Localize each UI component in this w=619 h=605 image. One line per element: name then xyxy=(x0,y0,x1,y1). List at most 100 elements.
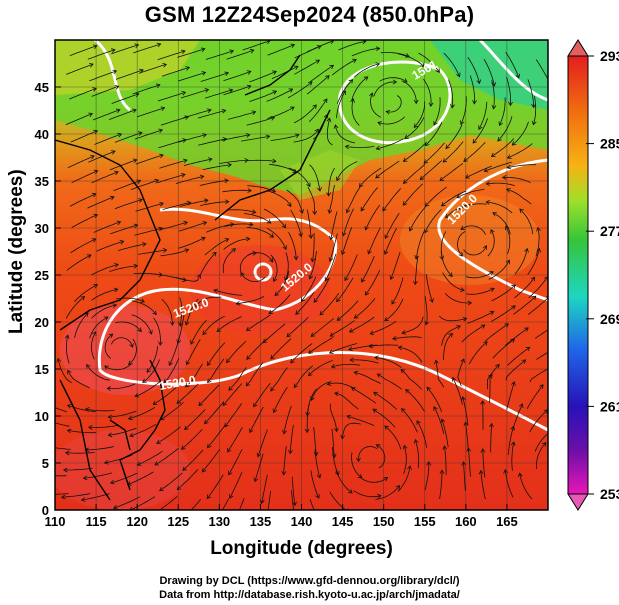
streamline xyxy=(190,319,207,345)
streamline xyxy=(308,360,333,376)
streamline xyxy=(307,40,334,53)
streamline-arrowhead xyxy=(287,202,292,208)
streamline-arrowhead xyxy=(498,121,503,127)
streamline-arrowhead xyxy=(549,430,553,434)
streamline-arrowhead xyxy=(138,198,143,203)
streamline-arrowhead xyxy=(289,106,295,111)
streamline xyxy=(113,496,141,509)
streamline-arrowhead xyxy=(224,422,229,428)
streamline-arrowhead xyxy=(350,98,355,103)
streamline xyxy=(405,389,425,412)
streamline xyxy=(69,193,97,207)
streamline xyxy=(425,122,443,146)
streamline xyxy=(377,116,405,125)
x-tick-label: 130 xyxy=(208,514,230,529)
streamline-arrowhead xyxy=(326,117,332,123)
x-tick-label: 150 xyxy=(373,514,395,529)
streamline xyxy=(330,211,338,240)
streamline xyxy=(506,188,532,205)
streamline-arrowhead xyxy=(154,461,160,466)
streamline xyxy=(330,320,355,337)
streamline-arrowhead xyxy=(413,123,419,128)
streamline-arrowhead xyxy=(156,439,161,444)
streamline xyxy=(114,132,143,143)
streamline xyxy=(351,98,360,126)
streamline xyxy=(328,184,335,214)
streamline-arrowhead xyxy=(429,298,434,303)
streamline-arrowhead xyxy=(476,79,482,85)
streamline xyxy=(413,101,426,128)
streamline-arrowhead xyxy=(270,386,275,392)
streamline xyxy=(311,232,315,262)
streamline-arrowhead xyxy=(392,79,398,85)
streamline xyxy=(309,64,334,83)
streamline-arrowhead xyxy=(185,360,191,366)
streamline-arrowhead xyxy=(198,401,203,407)
streamline xyxy=(74,312,89,338)
streamline xyxy=(216,316,242,332)
y-axis-label: Latitude (degrees) xyxy=(6,169,27,334)
streamline-arrowhead xyxy=(115,108,121,114)
streamline xyxy=(161,67,190,77)
streamline xyxy=(246,227,274,238)
streamline-arrowhead xyxy=(329,235,334,241)
streamline xyxy=(110,337,133,348)
streamline-arrowhead xyxy=(364,290,370,296)
streamline-arrowhead xyxy=(64,450,70,456)
streamline xyxy=(267,190,292,207)
streamline-arrowhead xyxy=(66,428,72,434)
streamline-arrowhead xyxy=(442,445,448,450)
streamline xyxy=(397,465,411,492)
streamline-arrowhead xyxy=(506,164,512,170)
streamline xyxy=(448,79,454,108)
streamline xyxy=(135,381,161,397)
streamline-arrowhead xyxy=(460,287,465,292)
streamline-arrowhead xyxy=(256,452,262,458)
streamline-arrowhead xyxy=(519,208,524,214)
streamline-arrowhead xyxy=(464,174,470,179)
streamline-arrowhead xyxy=(413,438,419,444)
streamline-arrowhead xyxy=(445,213,450,219)
streamline-arrowhead xyxy=(369,92,374,98)
streamline-arrowhead xyxy=(323,98,328,104)
streamline-arrowhead xyxy=(368,343,373,349)
streamline-arrowhead xyxy=(350,387,356,392)
colorbar-tick-label: 261 xyxy=(600,398,619,414)
streamline xyxy=(283,446,287,475)
streamline-arrowhead xyxy=(140,298,146,303)
streamline xyxy=(492,338,515,359)
streamline-arrowhead xyxy=(90,155,95,160)
streamline-arrowhead xyxy=(490,229,495,234)
streamline xyxy=(154,447,179,466)
streamline xyxy=(306,403,310,433)
streamline xyxy=(157,50,186,61)
streamline xyxy=(158,139,187,149)
streamline xyxy=(309,250,317,280)
streamline-arrowhead xyxy=(308,234,314,239)
streamline-arrowhead xyxy=(397,345,403,351)
streamline xyxy=(426,386,443,413)
streamline-arrowhead xyxy=(375,46,381,52)
streamline xyxy=(157,174,186,184)
streamline xyxy=(249,71,277,83)
streamline xyxy=(175,274,201,282)
streamline-arrowhead xyxy=(270,354,275,360)
streamline xyxy=(346,415,375,427)
streamline xyxy=(200,201,229,206)
streamline-arrowhead xyxy=(334,391,339,397)
streamline-arrowhead xyxy=(424,141,430,147)
streamline-arrowhead xyxy=(272,408,278,414)
streamline-arrowhead xyxy=(363,76,369,81)
streamline xyxy=(351,47,380,57)
streamline xyxy=(490,423,493,453)
streamline xyxy=(222,248,236,274)
streamline-arrowhead xyxy=(240,272,245,277)
streamline-arrowhead xyxy=(216,327,222,333)
streamline xyxy=(134,129,163,140)
streamline-arrowhead xyxy=(497,137,502,142)
streamline xyxy=(488,259,510,280)
streamline-arrowhead xyxy=(222,137,228,142)
streamline-arrowhead xyxy=(549,366,553,370)
streamline xyxy=(108,109,137,120)
streamline xyxy=(329,403,338,432)
